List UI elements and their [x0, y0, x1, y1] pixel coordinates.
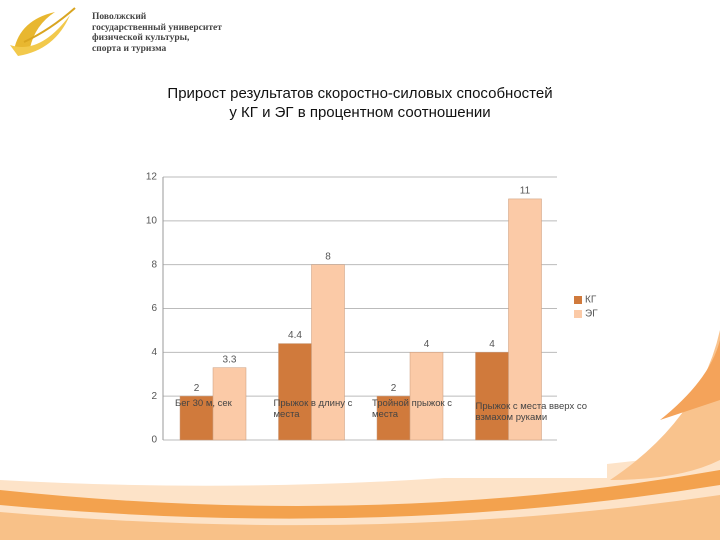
logo-line: спорта и туризма [92, 43, 167, 54]
logo-line: Поволжский [92, 12, 147, 22]
category-label: Бег 30 м, сек [175, 398, 232, 409]
value-label: 4 [424, 339, 430, 350]
y-tick-label: 8 [151, 259, 157, 270]
bar [508, 198, 542, 441]
value-label: 4.4 [288, 330, 302, 341]
chart-title: Прирост результатов скоростно-силовых сп… [0, 84, 720, 122]
y-tick-label: 2 [151, 391, 157, 402]
bar [278, 343, 312, 441]
bar [179, 395, 214, 441]
legend-label: КГ [585, 295, 597, 306]
y-tick-label: 0 [151, 435, 157, 446]
logo-text: Поволжский государственный университет ф… [92, 12, 222, 54]
legend-swatch [574, 310, 582, 318]
value-label: 4 [489, 339, 495, 350]
value-label: 2 [391, 383, 397, 394]
title-line: Прирост результатов скоростно-силовых сп… [167, 85, 553, 102]
legend-swatch [574, 296, 582, 304]
bar [475, 352, 509, 441]
bar [212, 367, 247, 441]
title-line: у КГ и ЭГ в процентном соотношении [229, 104, 491, 121]
value-label: 11 [520, 186, 531, 197]
logo-line: государственный университет [92, 22, 222, 33]
category-label: Тройной прыжок с места [372, 398, 453, 420]
y-tick-label: 10 [146, 215, 158, 226]
value-label: 8 [325, 251, 331, 262]
bar [311, 264, 345, 441]
value-label: 2 [194, 383, 200, 394]
y-tick-label: 12 [146, 172, 158, 183]
legend-label: ЭГ [585, 309, 598, 320]
value-label: 3.3 [223, 354, 237, 365]
category-label: Прыжок в длину с места [273, 398, 353, 420]
bar [409, 352, 444, 441]
y-tick-label: 4 [151, 347, 157, 358]
logo-line: физической культуры, [92, 33, 190, 43]
y-tick-label: 6 [151, 303, 157, 314]
category-label: Прыжок с места вверх со взмахом руками [475, 401, 587, 423]
